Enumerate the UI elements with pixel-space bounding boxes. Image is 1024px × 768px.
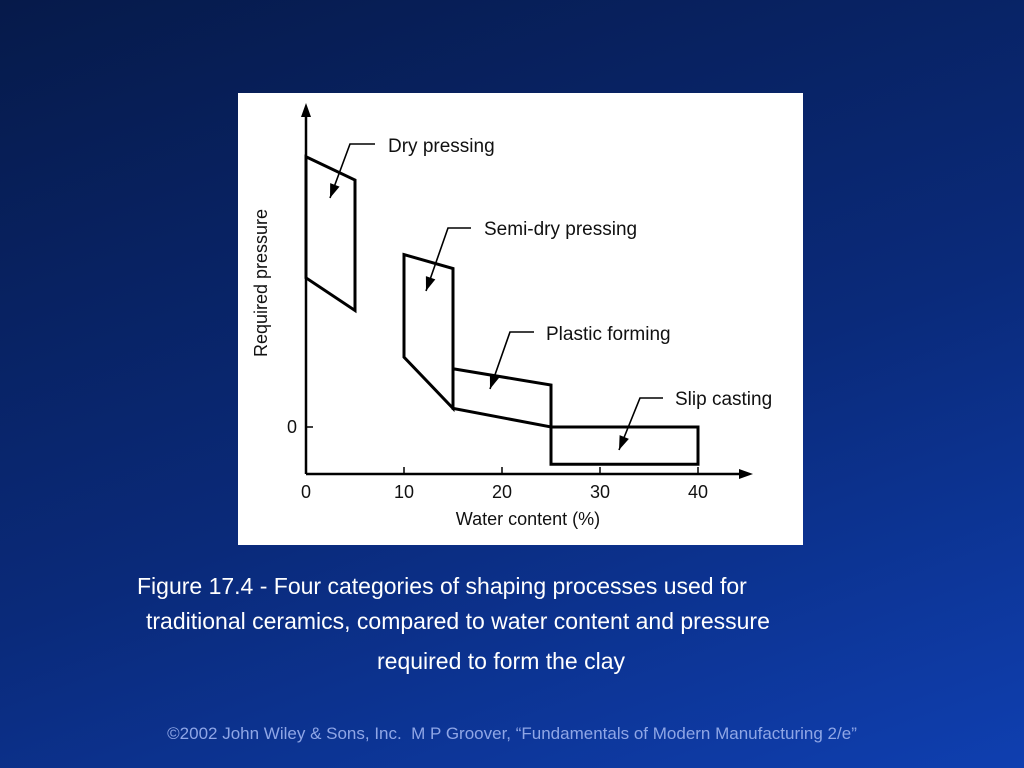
semi-dry-pressing-arrowhead [425, 276, 436, 291]
x-axis-title: Water content (%) [456, 509, 600, 529]
dry-pressing-arrowhead [330, 183, 340, 198]
plastic-forming-region [451, 366, 553, 429]
caption-line-3: required to form the clay [377, 648, 626, 674]
x-tick-label: 30 [590, 482, 610, 502]
dry-pressing-label: Dry pressing [388, 136, 495, 157]
x-axis-arrowhead [739, 469, 753, 479]
semi-dry-pressing-leader-line [425, 227, 471, 292]
x-tick-label: 40 [688, 482, 708, 502]
x-tick-label: 10 [394, 482, 414, 502]
slip-casting-leader-line [618, 397, 663, 451]
plastic-forming-arrowhead [489, 374, 500, 389]
dry-pressing-region [304, 154, 357, 314]
caption-line-2: traditional ceramics, compared to water … [146, 608, 770, 634]
figure-panel: 0 10 20 30 40 0 Water content (%) Required pres… [238, 93, 803, 545]
copyright-footer: ©2002 John Wiley & Sons, Inc. M P Groove… [167, 724, 857, 743]
x-tick-label: 20 [492, 482, 512, 502]
dry-pressing-leader-line [329, 143, 375, 199]
plastic-forming-leader-line [489, 331, 534, 390]
caption-line-1: Figure 17.4 - Four categories of shaping… [137, 573, 747, 599]
y-axis-title: Required pressure [251, 209, 271, 357]
slip-casting-arrowhead [619, 435, 629, 450]
semi-dry-pressing-label: Semi-dry pressing [484, 219, 637, 240]
plastic-forming-label: Plastic forming [546, 324, 671, 345]
slip-casting-region [549, 425, 700, 466]
y-tick-label: 0 [287, 417, 297, 437]
slip-casting-label: Slip casting [675, 389, 772, 410]
shaping-processes-chart: 0 10 20 30 40 0 Water content (%) Required pres… [251, 103, 772, 529]
x-tick-label: 0 [301, 482, 311, 502]
y-axis-arrowhead [301, 103, 311, 117]
